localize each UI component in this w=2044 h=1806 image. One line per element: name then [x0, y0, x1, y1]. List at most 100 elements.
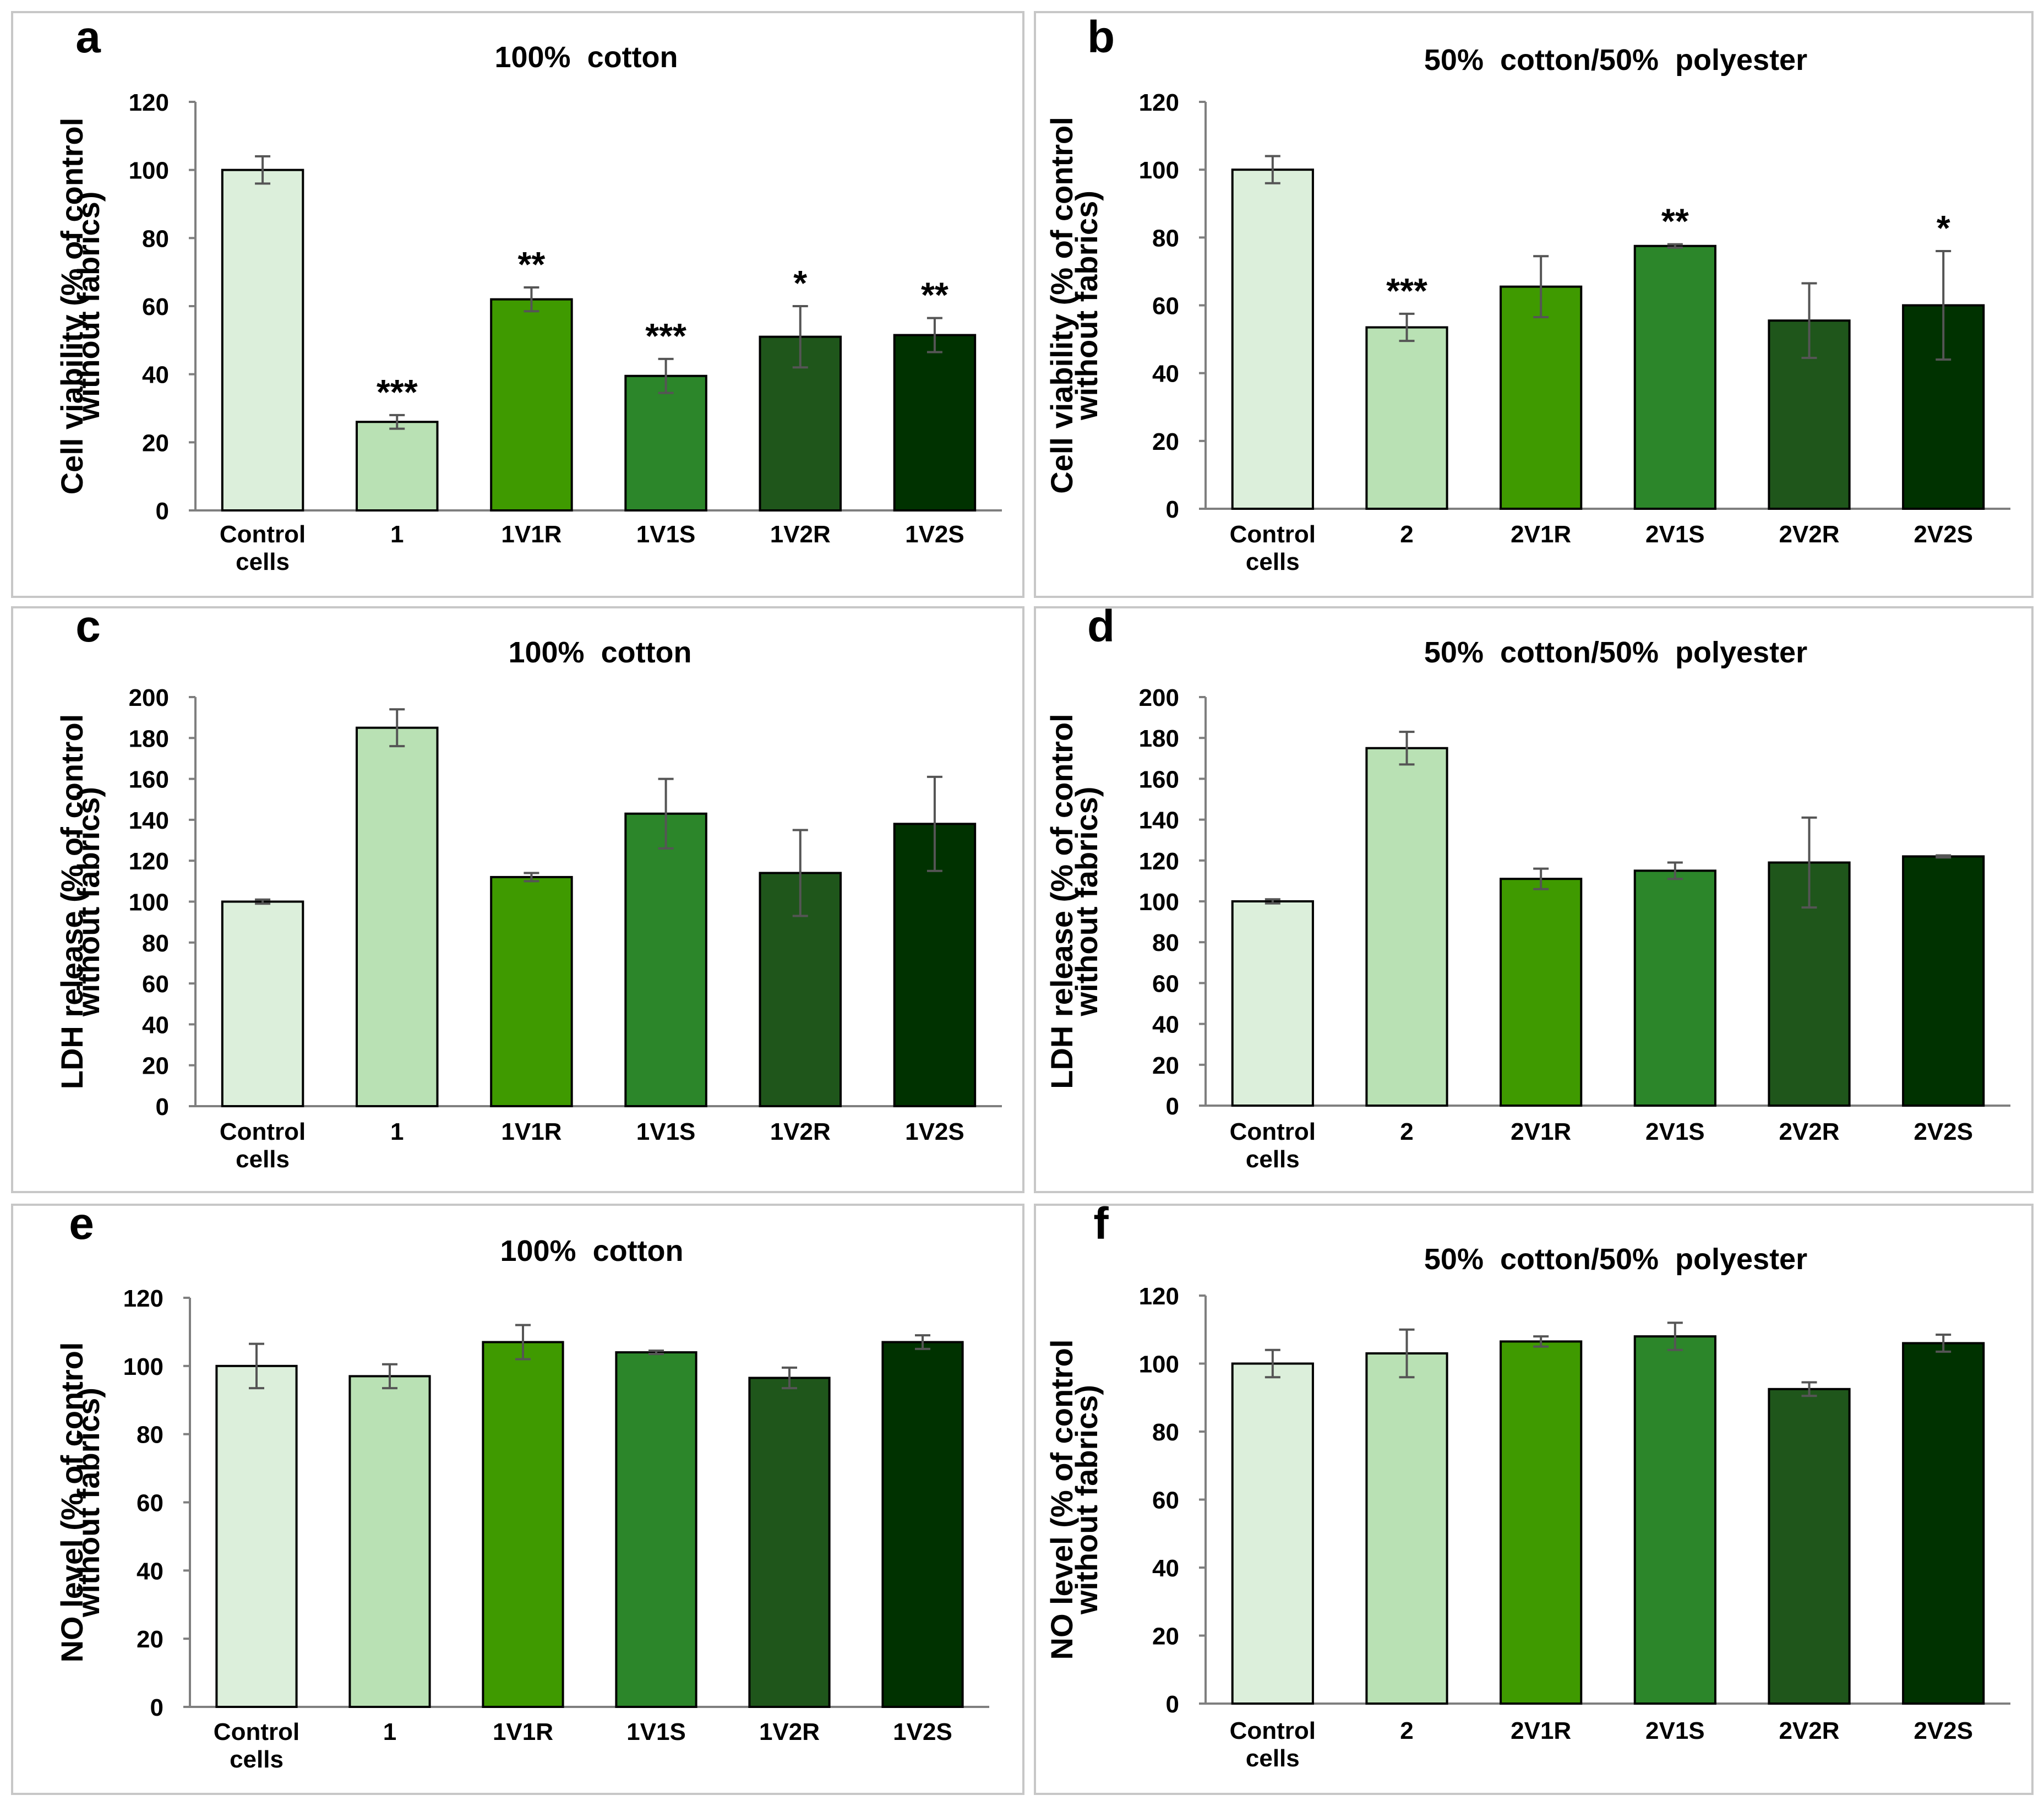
- bar: [1500, 878, 1583, 1107]
- significance-label: **: [518, 244, 546, 284]
- x-tick-label: cells: [236, 1146, 290, 1173]
- bar: [624, 812, 707, 1107]
- y-tick-label: 40: [142, 362, 169, 389]
- y-axis-label: without fabrics): [1069, 1385, 1104, 1615]
- bar: [356, 421, 439, 512]
- x-tick-label: 2V2R: [1779, 521, 1839, 548]
- bar: [893, 334, 977, 512]
- y-axis-label: Cell viability (% of control: [54, 118, 89, 495]
- y-tick-label: 80: [1152, 1419, 1179, 1446]
- bar: [1231, 1362, 1314, 1705]
- x-tick-label: 2: [1400, 1118, 1413, 1145]
- bar: [490, 298, 573, 512]
- x-tick-label: 1V1R: [493, 1718, 553, 1745]
- bar: [1365, 747, 1448, 1107]
- y-tick-label: 100: [129, 889, 169, 916]
- y-tick-label: 120: [123, 1285, 163, 1312]
- y-tick-label: 0: [1166, 1691, 1179, 1718]
- y-axis-label: LDH release (% of control: [1044, 714, 1079, 1089]
- y-tick-label: 60: [1152, 970, 1179, 997]
- y-tick-label: 100: [129, 157, 169, 184]
- x-tick-label: Control: [1230, 1717, 1316, 1744]
- x-tick-label: 1: [390, 521, 404, 548]
- y-tick-label: 60: [142, 971, 169, 998]
- y-tick-label: 40: [1152, 1011, 1179, 1038]
- y-tick-label: 20: [1152, 1623, 1179, 1650]
- chart-title: 50% cotton/50% polyester: [1424, 43, 1807, 77]
- bar: [1902, 855, 1985, 1107]
- x-tick-label: 2: [1400, 1717, 1413, 1744]
- x-tick-label: cells: [1246, 548, 1300, 575]
- x-tick-label: 2: [1400, 521, 1413, 548]
- y-tick-label: 80: [1152, 225, 1179, 252]
- bar: [1902, 1342, 1985, 1705]
- y-axis-label: without fabrics): [1069, 787, 1104, 1017]
- y-tick-label: 20: [1152, 428, 1179, 455]
- y-tick-label: 140: [129, 807, 169, 834]
- chart-title: 50% cotton/50% polyester: [1424, 636, 1807, 669]
- y-tick-label: 0: [1166, 1093, 1179, 1120]
- x-tick-label: 1V2S: [893, 1718, 952, 1745]
- bar: [748, 1377, 831, 1708]
- bar: [221, 900, 304, 1107]
- x-tick-label: 2V2R: [1779, 1118, 1839, 1145]
- y-tick-label: 60: [137, 1490, 163, 1517]
- y-tick-label: 200: [129, 684, 169, 711]
- x-tick-label: 1V2S: [905, 1118, 964, 1145]
- bar: [1500, 1340, 1583, 1705]
- panel-label: b: [1087, 12, 1115, 62]
- y-tick-label: 120: [129, 848, 169, 875]
- chart-title: 50% cotton/50% polyester: [1424, 1243, 1807, 1276]
- panel-label: e: [69, 1199, 94, 1249]
- x-tick-label: 2V1S: [1645, 521, 1705, 548]
- significance-label: ***: [377, 372, 418, 412]
- significance-label: ***: [1386, 271, 1427, 311]
- x-tick-label: cells: [1246, 1745, 1300, 1772]
- x-tick-label: Control: [1230, 521, 1316, 548]
- bar: [1231, 900, 1314, 1107]
- y-tick-label: 100: [123, 1353, 163, 1380]
- y-tick-label: 20: [142, 1053, 169, 1080]
- y-tick-label: 120: [129, 89, 169, 116]
- y-tick-label: 0: [156, 498, 169, 525]
- bar: [482, 1341, 564, 1709]
- y-axis-label: NO level (% of control: [1044, 1340, 1079, 1660]
- y-tick-label: 200: [1139, 684, 1179, 711]
- y-tick-label: 60: [142, 293, 169, 320]
- chart-title: 100% cotton: [500, 1234, 683, 1268]
- bar: [1633, 244, 1716, 510]
- chart-title: 100% cotton: [508, 636, 691, 669]
- bar: [615, 1351, 697, 1708]
- y-tick-label: 20: [1152, 1052, 1179, 1079]
- x-tick-label: cells: [1246, 1146, 1300, 1173]
- panel-b: b 50% cotton/50% polyester 0 20 40 60 80 100 120…: [1034, 11, 2034, 598]
- y-axis-label: without fabrics): [1069, 191, 1104, 421]
- y-axis-label: without fabrics): [71, 1388, 106, 1618]
- x-tick-label: 2V2S: [1914, 521, 1973, 548]
- bar: [1500, 285, 1583, 510]
- panel-d: d 50% cotton/50% polyester 0 20 40 60 80 100 120…: [1034, 601, 2034, 1193]
- y-tick-label: 40: [142, 1011, 169, 1038]
- x-tick-label: 2V2S: [1914, 1118, 1973, 1145]
- panel-label: c: [75, 601, 101, 651]
- x-tick-label: 2V1S: [1645, 1717, 1705, 1744]
- y-tick-label: 60: [1152, 1487, 1179, 1514]
- x-tick-label: 1V1R: [501, 1118, 562, 1145]
- y-tick-label: 80: [137, 1422, 163, 1449]
- y-tick-label: 0: [156, 1094, 169, 1120]
- y-tick-label: 40: [1152, 1555, 1179, 1582]
- x-tick-label: 1V1S: [636, 1118, 696, 1145]
- bar: [1365, 326, 1448, 510]
- x-tick-label: 1V1S: [626, 1718, 686, 1745]
- panel-f: f 50% cotton/50% polyester 0 20 40 60 80 100 120…: [1034, 1199, 2034, 1795]
- significance-label: *: [1937, 208, 1950, 248]
- bar: [1768, 1388, 1851, 1705]
- significance-label: ***: [645, 316, 686, 356]
- x-tick-label: 2V1S: [1645, 1118, 1705, 1145]
- y-tick-label: 0: [150, 1694, 163, 1721]
- bar: [1633, 869, 1716, 1107]
- y-tick-label: 140: [1139, 807, 1179, 834]
- y-axis-label: LDH release (% of control: [54, 714, 89, 1089]
- y-tick-label: 160: [129, 766, 169, 793]
